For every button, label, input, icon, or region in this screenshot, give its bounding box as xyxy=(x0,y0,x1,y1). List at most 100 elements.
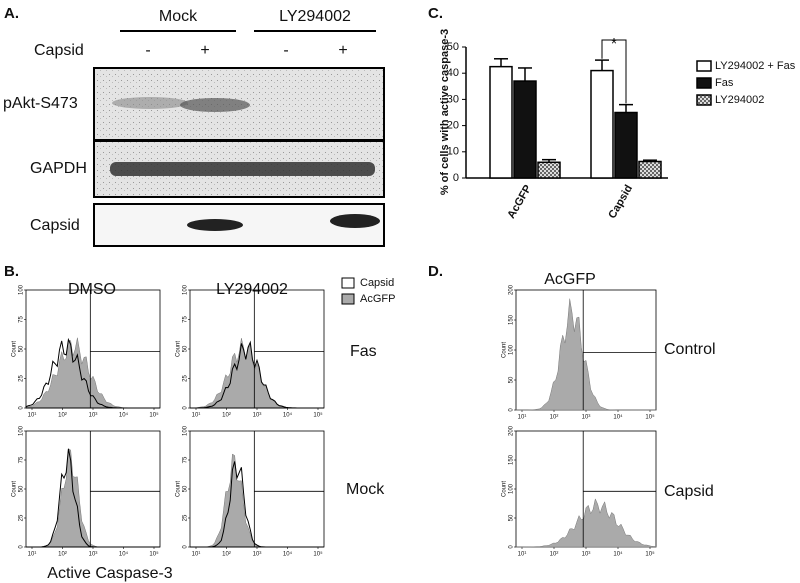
histogram-outline xyxy=(190,461,324,548)
y-tick-label: 10 xyxy=(447,146,459,158)
bar xyxy=(638,160,662,179)
x-tick-label: 10³ xyxy=(89,413,98,419)
legend-swatch xyxy=(696,94,712,106)
x-tick-label: 10² xyxy=(58,552,67,558)
y-tick-label: 0 xyxy=(19,545,25,549)
y-tick-label: 25 xyxy=(19,514,25,521)
x-tick-label: 10² xyxy=(550,552,559,558)
lane-label: + xyxy=(200,42,209,59)
x-tick-label: 10³ xyxy=(582,552,591,558)
blot-images xyxy=(93,67,385,247)
group-label: Mock xyxy=(159,8,198,25)
blot-label: Capsid xyxy=(30,217,80,234)
y-tick-label: 0 xyxy=(183,545,189,549)
histogram-fill xyxy=(190,453,324,548)
y-axis-title: Count xyxy=(12,481,18,497)
histogram-fill xyxy=(516,298,656,411)
y-tick-label: 100 xyxy=(509,483,515,494)
row-label: Fas xyxy=(350,343,377,360)
legend-label: LY294002 xyxy=(715,94,764,106)
y-tick-label: 50 xyxy=(509,514,515,521)
legend-label: AcGFP xyxy=(360,293,395,305)
blot-label: GAPDH xyxy=(30,160,87,177)
x-tick-label: 10⁴ xyxy=(613,551,623,558)
x-tick-label: 10⁴ xyxy=(119,551,129,558)
y-tick-label: 150 xyxy=(509,314,515,325)
y-tick-label: 50 xyxy=(19,485,25,492)
legend-label: LY294002 + Fas xyxy=(715,60,796,72)
y-tick-label: 25 xyxy=(19,375,25,382)
y-tick-label: 75 xyxy=(183,316,189,323)
y-axis-title: Count xyxy=(502,481,508,497)
histogram-fill xyxy=(516,498,657,548)
legend-label: Fas xyxy=(715,77,734,89)
y-tick-label: 100 xyxy=(19,425,25,436)
significance-bracket xyxy=(601,39,627,104)
x-axis-title: Active Caspase-3 xyxy=(47,565,172,582)
panel-label: C. xyxy=(428,5,443,22)
y-tick-label: 0 xyxy=(183,406,189,410)
y-axis-title: % of cells with active caspase-3 xyxy=(439,29,451,195)
y-tick-label: 50 xyxy=(19,345,25,352)
y-tick-label: 0 xyxy=(509,408,515,412)
x-tick-label: 10⁵ xyxy=(149,412,159,419)
blot-label: pAkt-S473 xyxy=(3,95,78,112)
y-tick-label: 200 xyxy=(509,425,515,436)
y-tick-label: 0 xyxy=(509,545,515,549)
y-tick-label: 100 xyxy=(183,425,189,436)
panel-label: D. xyxy=(428,263,443,280)
x-tick-label: 10² xyxy=(222,552,231,558)
y-tick-label: 20 xyxy=(447,120,459,132)
y-tick-label: 100 xyxy=(19,284,25,295)
histogram-outline xyxy=(25,337,160,409)
x-tick-label: 10² xyxy=(222,413,231,419)
y-tick-label: 25 xyxy=(183,375,189,382)
y-axis-title: Count xyxy=(176,341,182,357)
x-tick-label: 10⁵ xyxy=(313,412,323,419)
panel-label: B. xyxy=(4,263,19,280)
y-axis-title: Count xyxy=(12,341,18,357)
legend-swatch xyxy=(696,60,712,72)
x-tick-label: 10¹ xyxy=(192,413,201,419)
bar xyxy=(489,65,513,179)
row-label: Capsid xyxy=(34,42,84,59)
y-tick-label: 0 xyxy=(453,172,459,184)
x-tick-label: 10³ xyxy=(89,552,98,558)
x-tick-label: 10¹ xyxy=(28,552,37,558)
legend-label: Capsid xyxy=(360,277,394,289)
lane-label: - xyxy=(283,42,288,59)
x-tick-label: 10⁴ xyxy=(283,551,293,558)
x-tick-label: 10¹ xyxy=(518,415,527,421)
y-tick-label: 50 xyxy=(183,485,189,492)
histogram-outline xyxy=(190,340,324,409)
x-tick-label: 10³ xyxy=(582,415,591,421)
x-tick-label: 10⁵ xyxy=(645,414,655,421)
y-axis-title: Count xyxy=(502,342,508,358)
x-tick-label: 10⁴ xyxy=(613,414,623,421)
panel-label: A. xyxy=(4,5,19,22)
y-tick-label: 200 xyxy=(509,284,515,295)
y-tick-label: 100 xyxy=(509,344,515,355)
bar xyxy=(513,80,537,179)
y-tick-label: 0 xyxy=(19,406,25,410)
y-tick-label: 50 xyxy=(447,41,459,53)
y-tick-label: 150 xyxy=(509,454,515,465)
legend-swatch xyxy=(341,293,355,305)
column-title: AcGFP xyxy=(544,271,596,288)
histogram-outline xyxy=(26,448,160,548)
lane-label: + xyxy=(338,42,347,59)
x-tick-label: 10³ xyxy=(253,413,262,419)
histogram-frame xyxy=(189,430,325,548)
x-tick-label: 10⁵ xyxy=(313,551,323,558)
x-tick-label: 10³ xyxy=(253,552,262,558)
y-tick-label: 30 xyxy=(447,93,459,105)
y-tick-label: 50 xyxy=(509,376,515,383)
x-tick-label: 10² xyxy=(58,413,67,419)
x-tick-label: 10⁴ xyxy=(283,412,293,419)
x-tick-label: 10⁴ xyxy=(119,412,129,419)
x-tick-label: 10⁵ xyxy=(645,551,655,558)
histogram-fill xyxy=(25,337,160,409)
legend-swatch xyxy=(696,77,712,89)
x-tick-label: Capsid xyxy=(606,183,635,221)
